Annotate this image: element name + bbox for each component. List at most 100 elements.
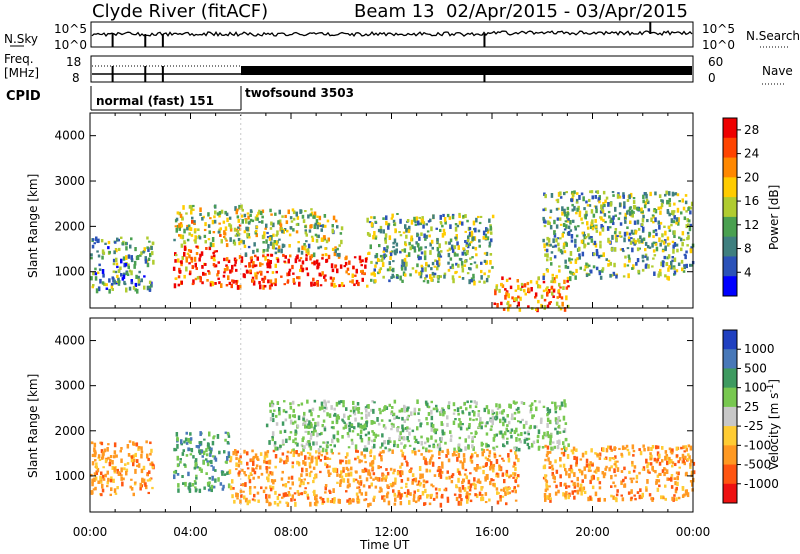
velocity-echo-cell [587, 469, 591, 473]
velocity-echo-cell [486, 421, 489, 425]
velocity-echo-cell [237, 463, 241, 468]
power-echo-cell [199, 253, 202, 258]
power-colorbar-tick-label: 4 [744, 265, 752, 279]
power-echo-cell [218, 222, 221, 225]
velocity-echo-cell [291, 461, 295, 465]
power-echo-cell [347, 273, 350, 276]
power-echo-cell [235, 280, 238, 283]
power-echo-cell [591, 227, 595, 231]
velocity-echo-cell [431, 462, 435, 467]
power-echo-cell [505, 278, 509, 283]
velocity-echo-cell [106, 447, 109, 452]
power-echo-cell [517, 284, 520, 290]
velocity-echo-cell [198, 488, 202, 493]
velocity-echo-cell [306, 482, 310, 485]
velocity-echo-cell [342, 400, 345, 405]
power-echo-cell [559, 237, 562, 240]
power-echo-cell [130, 270, 133, 276]
velocity-echo-cell [412, 494, 416, 499]
power-echo-cell [416, 263, 419, 268]
power-echo-cell [148, 240, 151, 243]
velocity-echo-cell [418, 466, 422, 471]
velocity-echo-cell [548, 466, 551, 469]
power-echo-cell [292, 217, 296, 221]
velocity-echo-cell [348, 500, 351, 505]
power-echo-cell [585, 236, 588, 239]
power-echo-cell [535, 307, 538, 311]
power-echo-cell [451, 215, 455, 220]
power-echo-cell [672, 220, 676, 224]
velocity-echo-cell [629, 497, 633, 502]
velocity-echo-cell [441, 464, 444, 469]
power-echo-cell [386, 245, 389, 249]
velocity-echo-cell [661, 446, 664, 450]
power-echo-cell [602, 218, 605, 222]
velocity-echo-cell [121, 481, 124, 487]
velocity-colorbar-tick-label: 100 [744, 381, 767, 395]
velocity-echo-cell [398, 492, 401, 496]
power-echo-cell [464, 259, 467, 264]
power-echo-cell [511, 296, 514, 300]
power-echo-cell [671, 259, 674, 263]
velocity-echo-cell [632, 469, 636, 473]
power-echo-cell [480, 275, 483, 280]
velocity-echo-cell [284, 492, 287, 497]
power-echo-cell [212, 257, 216, 262]
power-echo-cell [553, 277, 556, 283]
power-echo-cell [334, 285, 337, 288]
velocity-echo-cell [670, 474, 674, 477]
power-echo-cell [601, 209, 605, 214]
power-echo-cell [190, 256, 193, 260]
power-echo-cell [183, 251, 186, 257]
power-echo-cell [307, 243, 311, 249]
power-echo-cell [614, 234, 618, 240]
velocity-echo-cell [304, 487, 307, 490]
velocity-echo-cell [658, 453, 661, 459]
power-echo-cell [274, 251, 278, 255]
velocity-echo-cell [403, 445, 406, 449]
velocity-echo-cell [265, 466, 268, 470]
velocity-echo-cell [294, 441, 298, 445]
power-echo-cell [238, 224, 242, 227]
power-echo-cell [320, 228, 323, 232]
power-echo-cell [437, 280, 440, 283]
velocity-echo-cell [287, 491, 291, 495]
power-echo-cell [671, 256, 674, 259]
velocity-echo-cell [289, 405, 293, 410]
velocity-echo-cell [112, 478, 115, 483]
velocity-echo-cell [482, 465, 485, 469]
velocity-echo-cell [373, 401, 376, 404]
velocity-echo-cell [259, 465, 262, 470]
velocity-echo-cell [145, 485, 148, 490]
velocity-echo-cell [113, 455, 116, 459]
velocity-echo-cell [547, 457, 550, 462]
power-echo-cell [91, 244, 95, 249]
velocity-colorbar-swatch [723, 330, 737, 350]
power-echo-cell [562, 286, 565, 290]
power-echo-cell [277, 220, 280, 225]
velocity-echo-cell [356, 495, 360, 501]
power-echo-cell [174, 252, 177, 256]
power-echo-cell [683, 265, 686, 270]
velocity-echo-cell [568, 473, 571, 477]
power-echo-cell [659, 210, 662, 215]
velocity-echo-cell [281, 470, 284, 474]
power-echo-cell [647, 264, 650, 269]
power-echo-cell [472, 220, 476, 226]
power-echo-cell [436, 246, 440, 252]
power-echo-cell [595, 249, 599, 253]
velocity-echo-cell [406, 409, 409, 413]
velocity-echo-cell [335, 468, 339, 473]
power-echo-cell [96, 250, 99, 253]
power-echo-cell [379, 229, 383, 234]
velocity-echo-cell [480, 448, 484, 451]
power-echo-cell [537, 284, 540, 289]
power-echo-cell [315, 260, 319, 265]
velocity-echo-cell [93, 451, 97, 457]
velocity-echo-cell [564, 403, 567, 408]
power-echo-cell [263, 249, 266, 252]
velocity-echo-cell [430, 426, 433, 432]
velocity-echo-cell [291, 494, 294, 499]
power-echo-cell [180, 224, 183, 228]
velocity-echo-cell [287, 476, 291, 480]
